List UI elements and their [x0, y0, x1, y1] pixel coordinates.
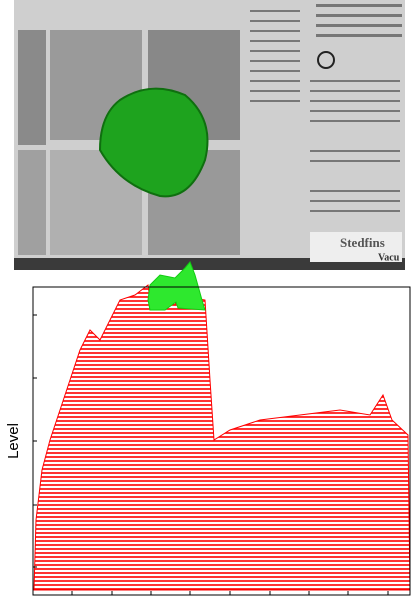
- photo: Stedfins Vacu: [14, 0, 405, 270]
- plot: Level: [5, 262, 410, 595]
- y-axis-label: Level: [5, 423, 22, 459]
- figure: Stedfins Vacu Level: [0, 0, 411, 597]
- photo-text: Stedfins: [340, 235, 385, 250]
- photo-text: Vacu: [378, 252, 400, 263]
